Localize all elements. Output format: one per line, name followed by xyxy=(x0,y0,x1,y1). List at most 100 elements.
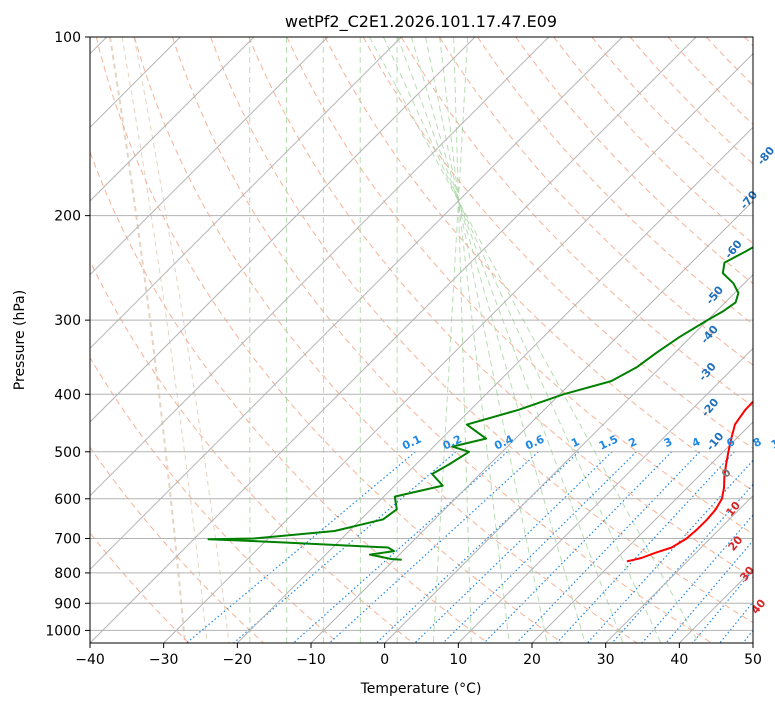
dry-adiabat-label: 40 xyxy=(749,596,769,616)
background-lines xyxy=(90,37,775,643)
y-tick-label: 200 xyxy=(54,209,81,225)
y-axis: 100 200 300 400 500 600 700 800 900 1000 xyxy=(45,30,90,639)
mixing-ratio-line xyxy=(483,451,673,643)
mixing-ratio-line xyxy=(442,451,637,643)
y-tick-label: 900 xyxy=(54,596,81,612)
mixing-ratio-label: 10 xyxy=(769,433,775,451)
x-tick-label: 50 xyxy=(744,652,762,668)
isotherm xyxy=(236,126,753,643)
isotherm xyxy=(752,642,753,643)
moist-adiabat xyxy=(368,37,700,643)
mixing-ratio-line xyxy=(414,451,613,643)
isotherm xyxy=(90,37,402,350)
dry-adiabat-label: -70 xyxy=(738,188,761,212)
isotherm xyxy=(605,494,753,643)
mixing-ratio-line xyxy=(233,451,457,643)
mixing-ratio-label: 0.4 xyxy=(492,432,515,452)
x-tick-label: 30 xyxy=(597,652,615,668)
dry-adiabat-label: 30 xyxy=(737,564,757,584)
y-tick-label: 400 xyxy=(54,387,81,403)
temperature-line xyxy=(626,400,753,563)
x-tick-label: 10 xyxy=(449,652,467,668)
moist-adiabat xyxy=(411,37,586,643)
plot-frame xyxy=(89,36,754,644)
moist-adiabat xyxy=(425,37,548,643)
isotherm xyxy=(90,37,329,276)
dry-adiabat xyxy=(90,259,414,643)
dry-adiabat-label: 10 xyxy=(723,499,743,519)
isotherm xyxy=(384,273,753,643)
moist-adiabat xyxy=(382,37,662,643)
isotherm xyxy=(678,568,753,643)
dry-adiabat-label: 20 xyxy=(726,533,746,553)
dry-adiabat xyxy=(286,37,753,535)
dry-adiabat-label: -90 xyxy=(771,100,775,124)
mixing-ratio-line xyxy=(611,483,753,643)
mixing-ratio-line xyxy=(719,601,753,643)
mixing-ratio-line xyxy=(768,452,775,643)
mixing-ratio-label: 2 xyxy=(627,435,639,450)
x-tick-label: −10 xyxy=(296,652,326,668)
curved-background-line xyxy=(109,37,186,643)
dry-adiabat xyxy=(591,37,753,205)
y-axis-label: Pressure (hPa) xyxy=(12,290,28,390)
dry-adiabat xyxy=(95,37,563,643)
isotherm xyxy=(457,347,753,643)
y-tick-label: 1000 xyxy=(45,623,81,639)
dry-adiabat xyxy=(172,37,712,643)
y-tick-label: 500 xyxy=(54,445,81,461)
dry-adiabat xyxy=(553,37,753,245)
dry-adiabat-label: -80 xyxy=(755,144,775,168)
dewpoint-line xyxy=(207,246,753,561)
isotherm xyxy=(90,37,550,497)
isotherm xyxy=(90,37,623,571)
y-tick-label: 300 xyxy=(54,313,81,329)
dry-adiabat xyxy=(90,356,339,643)
isotherm xyxy=(90,37,476,423)
mixing-ratio-label: 3 xyxy=(662,435,674,450)
mixing-ratio-label: 0.6 xyxy=(523,432,546,452)
dry-adiabat xyxy=(438,37,753,366)
curved-background-line xyxy=(133,37,230,643)
profile-series xyxy=(207,246,753,563)
mixing-ratio-line xyxy=(515,451,701,643)
dry-adiabat-label: -10 xyxy=(704,430,727,454)
dry-adiabat xyxy=(248,37,753,579)
isotherm xyxy=(90,37,255,202)
y-tick-label: 600 xyxy=(54,492,81,508)
dry-adiabat xyxy=(744,37,753,47)
mixing-ratio-line xyxy=(586,459,753,643)
dry-adiabat xyxy=(515,37,753,285)
grid-lines xyxy=(90,37,753,643)
x-tick-label: −40 xyxy=(75,652,105,668)
dry-adiabat-label: -60 xyxy=(722,237,745,261)
mixing-ratio-line xyxy=(186,451,416,643)
mixing-ratio-line xyxy=(665,539,753,643)
dry-adiabat-label: -30 xyxy=(696,360,719,384)
isotherm xyxy=(163,52,753,643)
x-tick-label: 20 xyxy=(523,652,541,668)
isotherm xyxy=(310,200,753,643)
dry-adiabat xyxy=(477,37,753,325)
moist-adiabat xyxy=(432,37,469,643)
mixing-ratio-line xyxy=(328,451,539,643)
y-tick-label: 100 xyxy=(54,30,81,46)
x-axis: −40 −30 −20 −10 0 10 20 30 40 50 xyxy=(75,643,762,668)
mixing-ratio-label: 4 xyxy=(690,435,703,450)
y-tick-label: 800 xyxy=(54,566,81,582)
dry-adiabat xyxy=(705,37,753,86)
curved-background-line xyxy=(121,37,208,643)
moist-adiabat xyxy=(439,37,510,643)
x-tick-label: −20 xyxy=(223,652,253,668)
x-tick-label: −30 xyxy=(149,652,179,668)
mixing-ratio-line xyxy=(375,451,580,643)
x-axis-label: Temperature (°C) xyxy=(360,681,482,697)
mixing-ratio-label: 0.1 xyxy=(400,433,423,453)
x-tick-label: 40 xyxy=(670,652,688,668)
moist-adiabat xyxy=(397,37,624,643)
dry-adiabat xyxy=(90,532,190,643)
dry-adiabat xyxy=(90,446,264,643)
chart-title: wetPf2_C2E1.2026.101.17.47.E09 xyxy=(285,12,557,32)
x-tick-label: 0 xyxy=(380,652,389,668)
